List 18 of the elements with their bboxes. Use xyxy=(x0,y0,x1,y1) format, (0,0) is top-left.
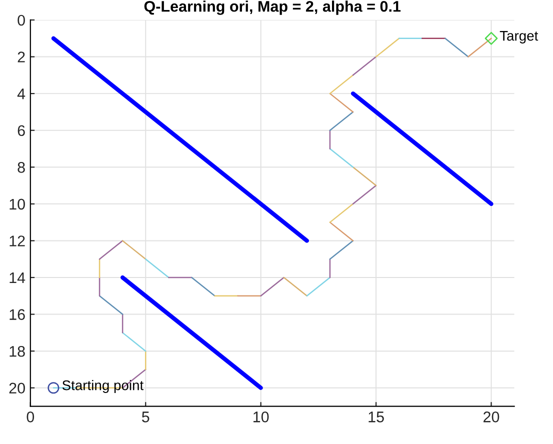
y-tick-label: 14 xyxy=(10,272,26,284)
x-tick-label: 0 xyxy=(26,412,34,422)
y-tick-label: 4 xyxy=(17,88,26,100)
y-tick-label: 6 xyxy=(18,125,25,136)
y-tick-label: 2 xyxy=(18,52,25,62)
y-tick-label: 16 xyxy=(10,309,25,320)
y-tick-label: 20 xyxy=(9,382,25,394)
x-tick-label: 5 xyxy=(142,412,150,422)
x-tick-label: 20 xyxy=(484,412,500,422)
y-tick-label: 0 xyxy=(18,14,25,26)
chart-title: Q-Learning ori, Map = 2, alpha = 0.1 xyxy=(144,0,401,15)
y-tick-label: 12 xyxy=(10,236,25,246)
annotation: Target xyxy=(500,31,538,44)
y-tick-label: 18 xyxy=(10,346,25,357)
x-tick-label: 10 xyxy=(254,412,269,422)
y-tick-label: 10 xyxy=(10,198,25,210)
y-tick-label: 8 xyxy=(18,162,25,173)
x-tick-label: 15 xyxy=(368,412,384,422)
